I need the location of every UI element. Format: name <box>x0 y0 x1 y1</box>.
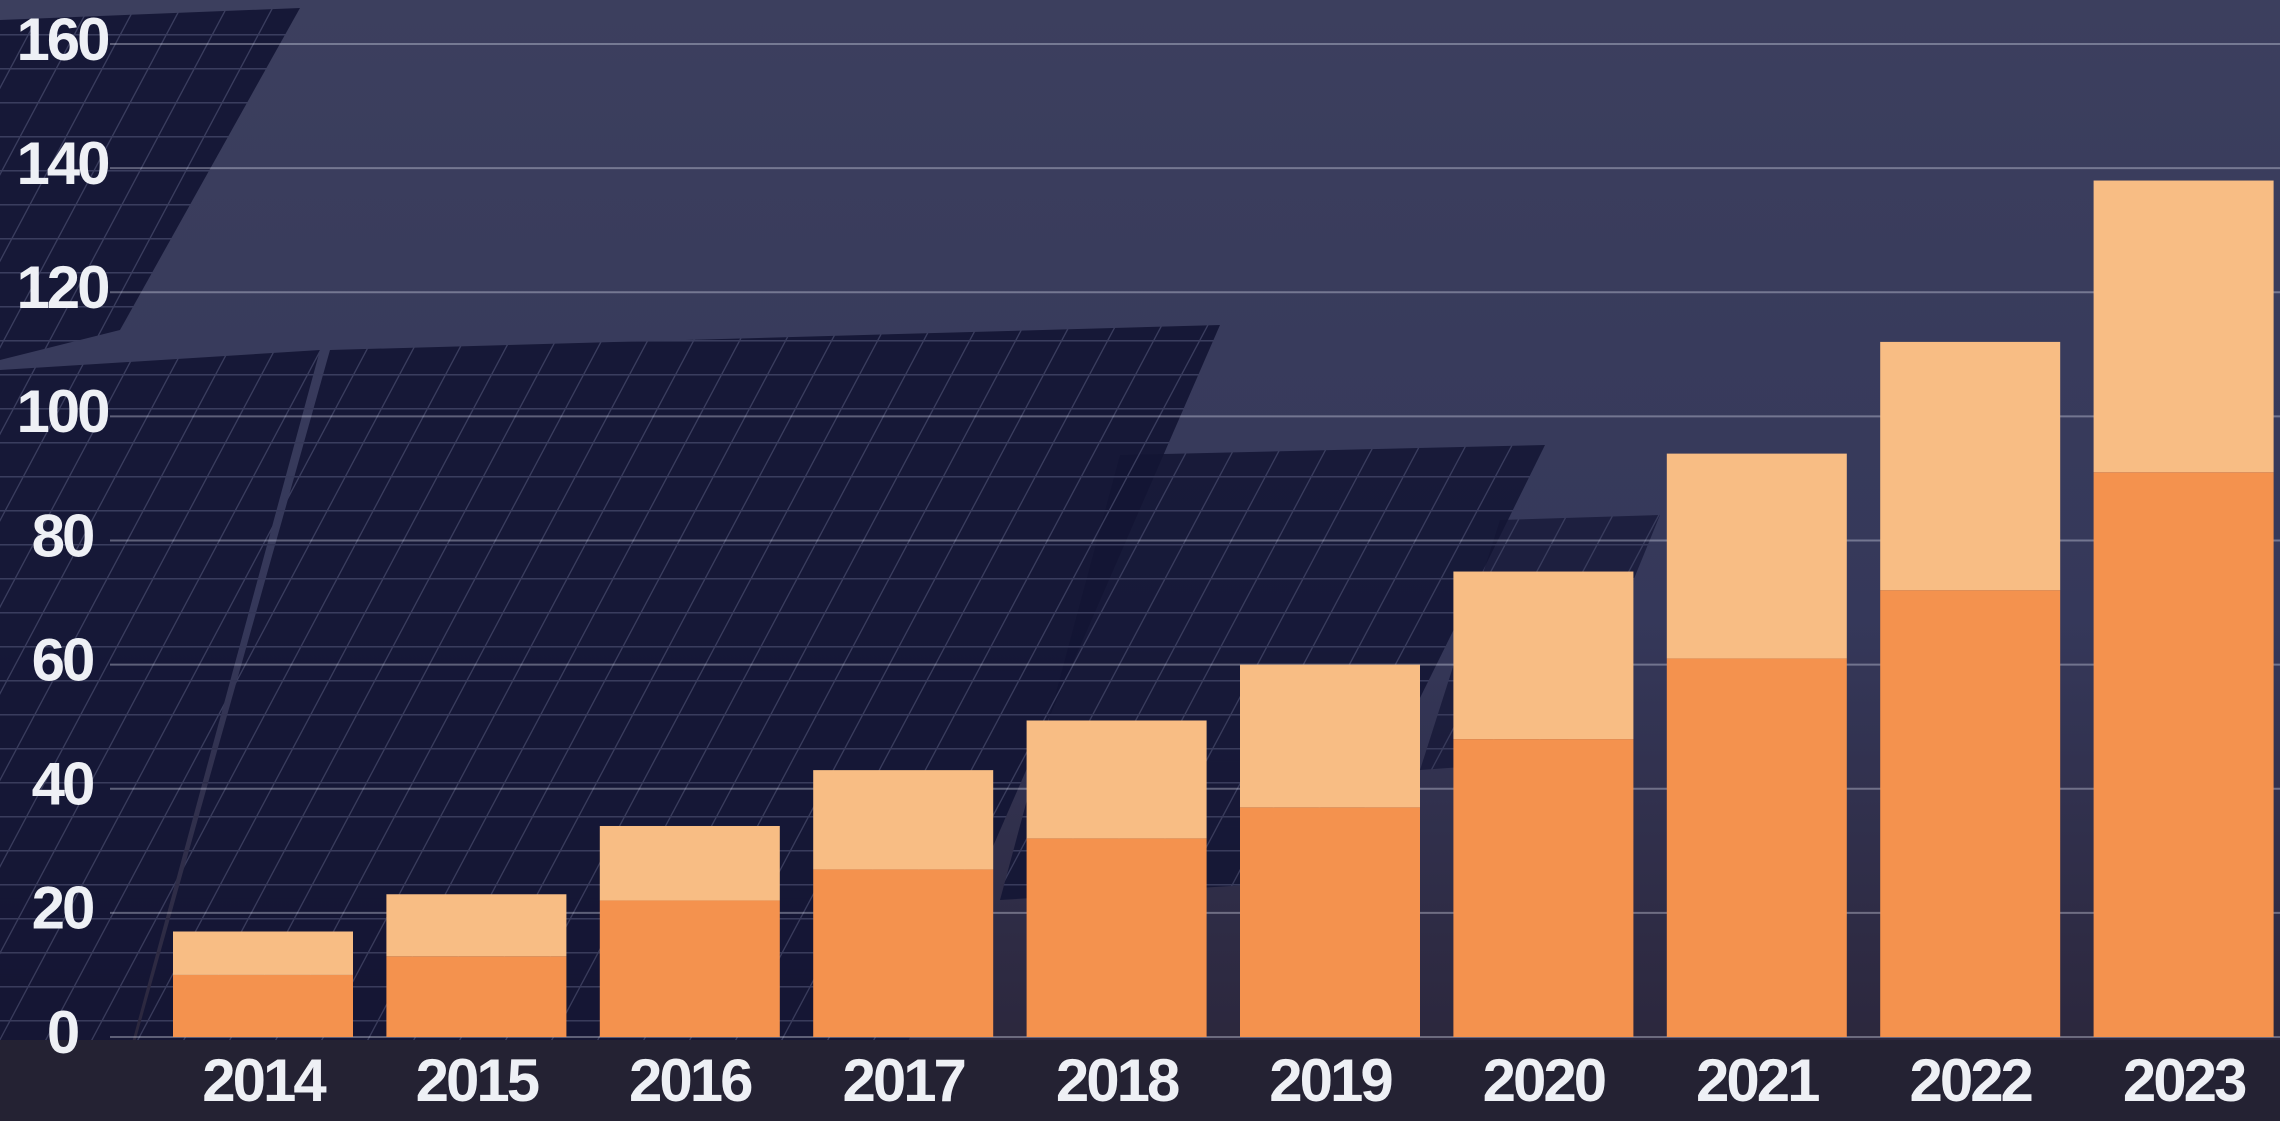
y-tick-label: 100 <box>16 378 108 445</box>
x-tick-label: 2017 <box>842 1047 964 1114</box>
y-tick-label: 60 <box>32 626 93 693</box>
bar-segment <box>386 956 567 1037</box>
x-tick-label: 2022 <box>1909 1047 2031 1114</box>
bar-segment <box>1026 720 1207 839</box>
bar-segment <box>1666 453 1847 659</box>
bar-segment <box>1240 807 1420 1037</box>
x-tick-label: 2018 <box>1056 1047 1179 1114</box>
x-tick-label: 2023 <box>2123 1047 2246 1114</box>
y-tick-label: 40 <box>32 751 93 818</box>
y-tick-label: 120 <box>16 254 108 321</box>
bar-segment <box>2093 180 2274 473</box>
y-tick-label: 20 <box>32 875 93 942</box>
y-tick-label: 0 <box>47 999 78 1066</box>
bar-segment <box>386 894 567 957</box>
x-tick-label: 2014 <box>202 1047 327 1114</box>
x-tick-label: 2019 <box>1269 1047 1392 1114</box>
bar-segment <box>1880 590 2061 1037</box>
y-tick-label: 140 <box>16 130 108 197</box>
bar-segment <box>813 869 994 1037</box>
bar-segment <box>173 974 353 1037</box>
bar-segment <box>1666 658 1847 1037</box>
bar-segment <box>1453 739 1634 1037</box>
y-tick-label: 160 <box>16 6 108 73</box>
x-tick-label: 2015 <box>416 1047 539 1114</box>
x-tick-label: 2016 <box>629 1047 752 1114</box>
bar-segment <box>813 770 994 870</box>
bar-segment <box>599 900 780 1037</box>
y-tick-label: 80 <box>32 502 93 569</box>
bar-segment <box>599 825 780 901</box>
bar-segment <box>1453 571 1634 740</box>
bar-segment <box>1880 341 2061 591</box>
x-tick-label: 2020 <box>1483 1047 1605 1114</box>
bar-segment <box>173 931 353 975</box>
bar-segment <box>1026 838 1207 1037</box>
bar-segment <box>1240 664 1420 808</box>
x-tick-label: 2021 <box>1696 1047 1819 1114</box>
bar-segment <box>2093 472 2274 1037</box>
